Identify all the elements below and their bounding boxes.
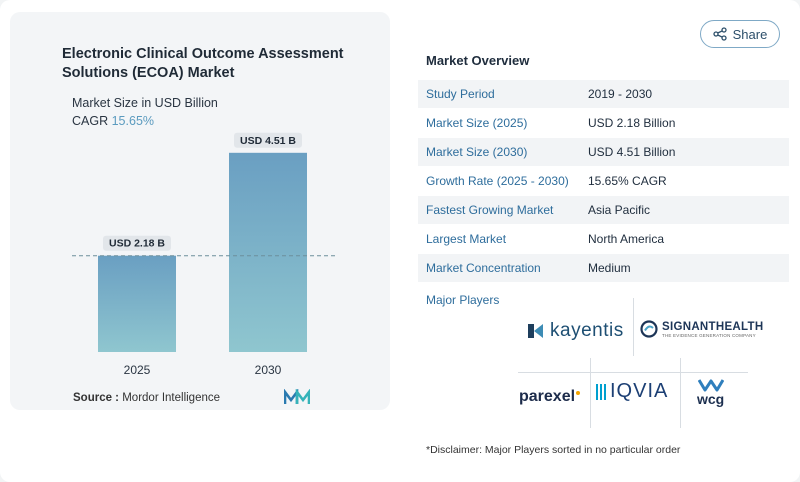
source-value: Mordor Intelligence <box>122 392 221 404</box>
parexel-wordmark: parexel <box>519 388 576 405</box>
data-label-box <box>234 132 302 148</box>
mordor-intelligence-logo <box>284 389 310 404</box>
iqvia-logo: IQVIA <box>596 380 668 403</box>
overview-label: Growth Rate (2025 - 2030) <box>426 174 569 188</box>
overview-label: Largest Market <box>426 232 507 246</box>
logo-divider <box>518 372 748 373</box>
overview-value: Medium <box>588 261 631 275</box>
chart-title: Electronic Clinical Outcome Assessment S… <box>62 46 344 81</box>
kayentis-wordmark: kayentis <box>550 320 624 341</box>
signant-wordmark: SIGNANTHEALTH <box>662 320 764 333</box>
overview-row-market-size-2030: Market Size (2030) USD 4.51 Billion <box>418 138 789 167</box>
logo-divider <box>633 298 634 356</box>
overview-label: Fastest Growing Market <box>426 203 554 217</box>
logo-divider <box>680 358 681 428</box>
signant-tagline: THE EVIDENCE GENERATION COMPANY <box>662 332 756 338</box>
x-tick-label: 2030 <box>255 363 282 377</box>
overview-value: 15.65% CAGR <box>588 174 667 188</box>
iqvia-mark-icon <box>596 383 606 400</box>
overview-label: Market Concentration <box>426 261 541 275</box>
wcg-logo: wcg <box>697 378 724 407</box>
wcg-wordmark: wcg <box>697 391 725 407</box>
cagr-line: CAGR 15.65% <box>72 114 154 128</box>
share-label: Share <box>732 26 768 42</box>
source-label: Source : <box>73 392 120 404</box>
signant-health-logo: SIGNANTHEALTH THE EVIDENCE GENERATION CO… <box>640 320 763 338</box>
wcg-mark-icon <box>697 379 724 392</box>
chart-subtitle: Market Size in USD Billion <box>72 96 218 110</box>
kayentis-mark-icon <box>528 324 543 338</box>
x-tick-label: 2025 <box>124 363 151 377</box>
signant-mark-icon <box>640 320 658 338</box>
parexel-logo: parexel <box>519 388 581 406</box>
overview-value: North America <box>588 232 665 246</box>
parexel-dot-icon <box>576 391 581 395</box>
cagr-label: CAGR <box>72 114 109 128</box>
overview-value: 2019 - 2030 <box>588 87 653 101</box>
share-icon <box>712 27 727 41</box>
iqvia-wordmark: IQVIA <box>610 380 669 402</box>
source-line: Source : Mordor Intelligence <box>73 392 220 404</box>
overview-label: Study Period <box>426 87 495 101</box>
overview-row-largest-market: Largest Market North America <box>418 225 789 254</box>
overview-table: Study Period 2019 - 2030 Market Size (20… <box>418 80 789 283</box>
overview-value: USD 4.51 Billion <box>588 145 676 159</box>
bar-2025 <box>98 255 176 352</box>
overview-row-concentration: Market Concentration Medium <box>418 254 789 283</box>
overview-row-market-size-2025: Market Size (2025) USD 2.18 Billion <box>418 109 789 138</box>
overview-label: Market Size (2025) <box>426 116 528 130</box>
overview-label: Market Size (2030) <box>426 145 528 159</box>
overview-title: Market Overview <box>426 53 530 68</box>
data-label: USD 4.51 B <box>240 135 296 147</box>
disclaimer: *Disclaimer: Major Players sorted in no … <box>426 444 681 456</box>
share-button[interactable]: Share <box>700 20 780 48</box>
chart-panel <box>10 12 390 410</box>
kayentis-logo: kayentis <box>528 320 624 342</box>
overview-row-fastest-growing: Fastest Growing Market Asia Pacific <box>418 196 789 225</box>
bar-chart: USD 2.18 B 2025 USD 4.51 B 2030 <box>72 132 338 377</box>
overview-row-growth-rate: Growth Rate (2025 - 2030) 15.65% CAGR <box>418 167 789 196</box>
data-label-box <box>103 235 171 251</box>
overview-value: USD 2.18 Billion <box>588 116 676 130</box>
signant-text: SIGNANTHEALTH THE EVIDENCE GENERATION CO… <box>662 321 763 338</box>
logo-divider <box>590 358 591 428</box>
cagr-value: 15.65% <box>111 114 155 128</box>
data-label: USD 2.18 B <box>109 238 165 250</box>
bar-2030 <box>229 152 307 352</box>
overview-value: Asia Pacific <box>588 203 651 217</box>
overview-row-study-period: Study Period 2019 - 2030 <box>418 80 789 109</box>
major-players-title: Major Players <box>426 293 500 307</box>
